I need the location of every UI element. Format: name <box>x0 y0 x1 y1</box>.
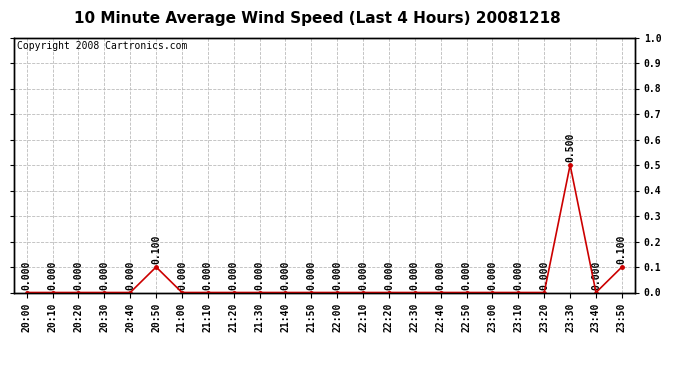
Text: 0.000: 0.000 <box>177 260 187 290</box>
Text: 0.000: 0.000 <box>203 260 213 290</box>
Text: 0.000: 0.000 <box>99 260 109 290</box>
Text: 0.000: 0.000 <box>462 260 471 290</box>
Text: 0.000: 0.000 <box>358 260 368 290</box>
Text: 0.000: 0.000 <box>255 260 264 290</box>
Text: 0.000: 0.000 <box>384 260 394 290</box>
Text: 0.000: 0.000 <box>281 260 290 290</box>
Text: 0.000: 0.000 <box>48 260 57 290</box>
Text: 0.000: 0.000 <box>410 260 420 290</box>
Text: 0.000: 0.000 <box>436 260 446 290</box>
Text: 0.500: 0.500 <box>565 133 575 162</box>
Text: 0.000: 0.000 <box>306 260 316 290</box>
Text: 0.000: 0.000 <box>126 260 135 290</box>
Text: 0.000: 0.000 <box>488 260 497 290</box>
Text: 0.100: 0.100 <box>617 235 627 264</box>
Text: 0.000: 0.000 <box>74 260 83 290</box>
Text: 0.000: 0.000 <box>513 260 523 290</box>
Text: 0.000: 0.000 <box>22 260 32 290</box>
Text: 0.000: 0.000 <box>333 260 342 290</box>
Text: 0.000: 0.000 <box>591 260 601 290</box>
Text: Copyright 2008 Cartronics.com: Copyright 2008 Cartronics.com <box>17 41 187 51</box>
Text: 0.100: 0.100 <box>151 235 161 264</box>
Text: 10 Minute Average Wind Speed (Last 4 Hours) 20081218: 10 Minute Average Wind Speed (Last 4 Hou… <box>74 11 561 26</box>
Text: 0.000: 0.000 <box>229 260 239 290</box>
Text: 0.000: 0.000 <box>540 260 549 290</box>
